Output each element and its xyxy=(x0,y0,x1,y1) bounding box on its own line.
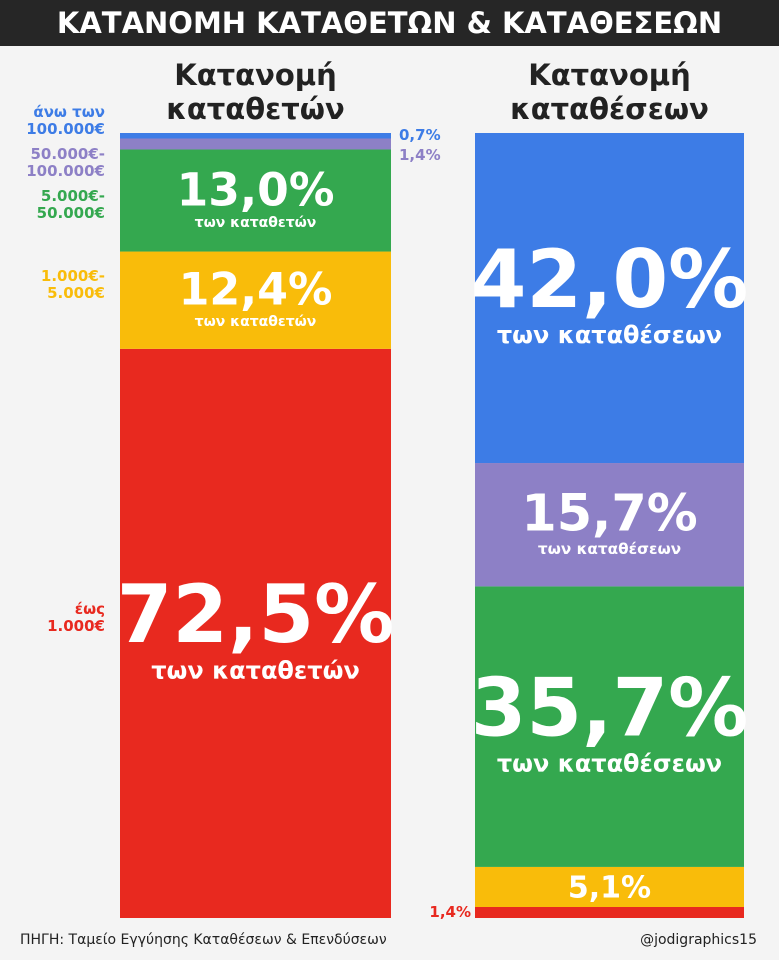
unit-label: των καταθέσεων xyxy=(497,750,722,778)
value-label: 35,7% xyxy=(471,661,749,754)
bar-segment xyxy=(120,348,391,918)
category-label: Κατανομή καταθετών xyxy=(166,58,345,126)
value-label: 12,4% xyxy=(179,265,333,316)
value-label: 72,5% xyxy=(117,568,395,661)
unit-label: των καταθετών xyxy=(151,656,360,684)
category-label: Κατανομή καταθέσεων xyxy=(510,58,709,126)
legend-entry: έως 1.000€ xyxy=(47,600,105,636)
bar-segment xyxy=(120,149,391,252)
value-label: 13,0% xyxy=(177,163,335,216)
legend-entry: άνω των 100.000€ xyxy=(26,102,105,138)
legend-entry: 5.000€- 50.000€ xyxy=(36,186,105,222)
value-label: 5,1% xyxy=(568,870,651,905)
legend-entry: 50.000€- 100.000€ xyxy=(26,144,105,180)
bar-segment xyxy=(475,586,744,867)
value-label: 15,7% xyxy=(521,483,697,542)
bar-segment xyxy=(120,133,391,139)
legend-entry: 1.000€- 5.000€ xyxy=(40,267,105,303)
value-label: 1,4% xyxy=(399,146,441,164)
chart-title: ΚΑΤΑΝΟΜΗ ΚΑΤΑΘΕΤΩΝ & ΚΑΤΑΘΕΣΕΩΝ xyxy=(0,0,779,46)
credit: @jodigraphics15 xyxy=(640,932,757,948)
bar-segment xyxy=(475,906,744,918)
bar-segment xyxy=(120,251,391,349)
bar-segment xyxy=(120,138,391,150)
unit-label: των καταθέσεων xyxy=(538,540,681,558)
unit-label: των καταθέσεων xyxy=(497,321,722,349)
bar-segment xyxy=(475,463,744,587)
unit-label: των καταθετών xyxy=(195,314,317,330)
value-label: 1,4% xyxy=(429,903,471,921)
value-label: 42,0% xyxy=(471,233,749,326)
value-label: 0,7% xyxy=(399,126,441,144)
source: ΠΗΓΗ: Ταμείο Εγγύησης Καταθέσεων & Επενδ… xyxy=(20,932,387,948)
bar-segment xyxy=(475,133,744,464)
unit-label: των καταθετών xyxy=(195,215,317,231)
bar-segment xyxy=(475,866,744,907)
